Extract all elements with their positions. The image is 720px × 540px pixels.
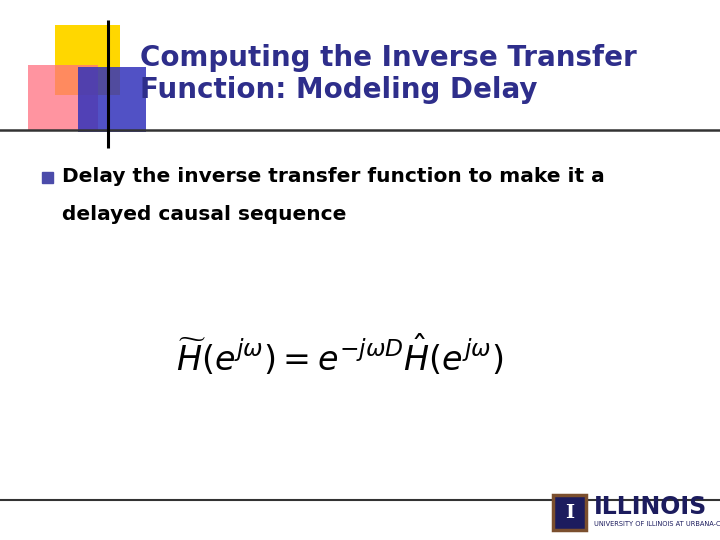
Text: $\widetilde{H}(e^{j\omega}) = e^{-j\omega D} \hat{H}(e^{j\omega})$: $\widetilde{H}(e^{j\omega}) = e^{-j\omeg…	[176, 333, 503, 377]
Text: ILLINOIS: ILLINOIS	[594, 495, 707, 519]
Text: Delay the inverse transfer function to make it a: Delay the inverse transfer function to m…	[62, 167, 605, 186]
Text: Computing the Inverse Transfer: Computing the Inverse Transfer	[140, 44, 636, 72]
Bar	[42, 172, 53, 183]
Bar	[78, 67, 146, 132]
Text: delayed causal sequence: delayed causal sequence	[62, 206, 346, 225]
Bar	[28, 65, 98, 130]
Bar	[55, 25, 120, 95]
Bar	[553, 495, 586, 530]
Text: I: I	[565, 503, 574, 522]
Text: Function: Modeling Delay: Function: Modeling Delay	[140, 76, 538, 104]
Text: UNIVERSITY OF ILLINOIS AT URBANA-CHAMPAIGN: UNIVERSITY OF ILLINOIS AT URBANA-CHAMPAI…	[594, 521, 720, 526]
